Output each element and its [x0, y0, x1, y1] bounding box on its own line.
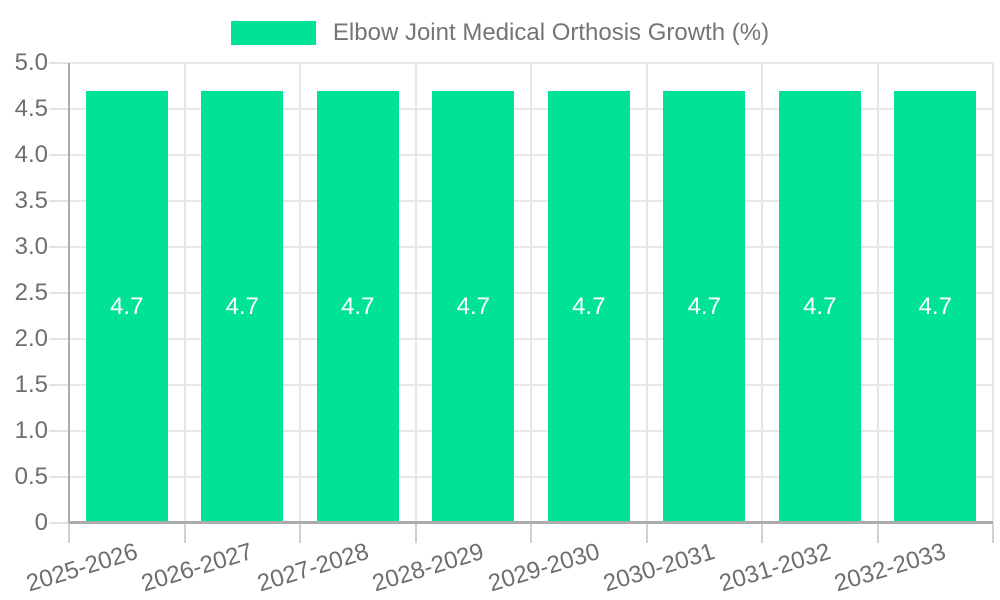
x-gridline	[876, 63, 879, 523]
y-tick	[49, 200, 69, 202]
bar-2026-2027[interactable]: 4.7	[201, 90, 284, 521]
y-axis-label: 0.5	[14, 463, 48, 490]
y-axis-line	[68, 63, 70, 523]
x-tick	[299, 524, 301, 543]
bar-2032-2033[interactable]: 4.7	[894, 90, 977, 521]
bar-value-label: 4.7	[687, 292, 721, 320]
y-tick	[49, 246, 69, 248]
bar-2029-2030[interactable]: 4.7	[547, 90, 630, 521]
y-axis-label: 3.0	[14, 233, 48, 260]
x-tick	[876, 524, 879, 543]
x-tick	[992, 524, 994, 543]
bar-value-label: 4.7	[110, 292, 144, 320]
x-axis-line	[69, 521, 993, 524]
bar-2028-2029[interactable]: 4.7	[432, 90, 515, 521]
bar-value-label: 4.7	[918, 292, 952, 320]
x-gridline	[414, 63, 417, 523]
y-axis-label: 3.5	[14, 187, 48, 214]
x-tick	[761, 524, 763, 543]
y-tick	[49, 154, 69, 156]
y-tick	[49, 62, 69, 64]
y-tick	[49, 476, 69, 478]
x-tick	[530, 524, 532, 543]
y-axis-label: 1.0	[14, 417, 48, 444]
bar-value-label: 4.7	[572, 292, 606, 320]
legend-label: Elbow Joint Medical Orthosis Growth (%)	[332, 19, 770, 46]
bar-value-label: 4.7	[225, 292, 259, 320]
bar-value-label: 4.7	[456, 292, 490, 320]
bar-2025-2026[interactable]: 4.7	[85, 90, 168, 521]
bar-2031-2032[interactable]: 4.7	[778, 90, 861, 521]
x-gridline	[299, 63, 301, 523]
x-tick	[414, 524, 417, 543]
y-tick	[49, 384, 69, 386]
y-tick	[49, 108, 69, 110]
y-axis-label: 0	[34, 509, 48, 536]
y-axis-label: 4.0	[14, 141, 48, 168]
y-axis-label: 5.0	[14, 49, 48, 76]
x-tick	[183, 524, 186, 543]
bar-value-label: 4.7	[341, 292, 375, 320]
y-axis-label: 2.5	[14, 279, 48, 306]
x-gridline	[183, 63, 186, 523]
x-gridline	[761, 63, 763, 523]
legend[interactable]: Elbow Joint Medical Orthosis Growth (%)	[0, 18, 1000, 48]
x-gridline	[645, 63, 648, 523]
y-axis-label: 4.5	[14, 95, 48, 122]
legend-swatch-icon	[230, 21, 316, 45]
y-tick	[49, 522, 69, 524]
y-tick	[49, 292, 69, 294]
x-gridline	[530, 63, 532, 523]
bar-2027-2028[interactable]: 4.7	[316, 90, 399, 521]
y-axis-label: 2.0	[14, 325, 48, 352]
y-axis-label: 1.5	[14, 371, 48, 398]
y-tick	[49, 430, 69, 432]
bar-value-label: 4.7	[803, 292, 837, 320]
x-gridline	[992, 63, 994, 523]
y-tick	[49, 338, 69, 340]
x-tick	[645, 524, 648, 543]
bar-2030-2031[interactable]: 4.7	[663, 90, 746, 521]
x-tick	[68, 524, 70, 543]
